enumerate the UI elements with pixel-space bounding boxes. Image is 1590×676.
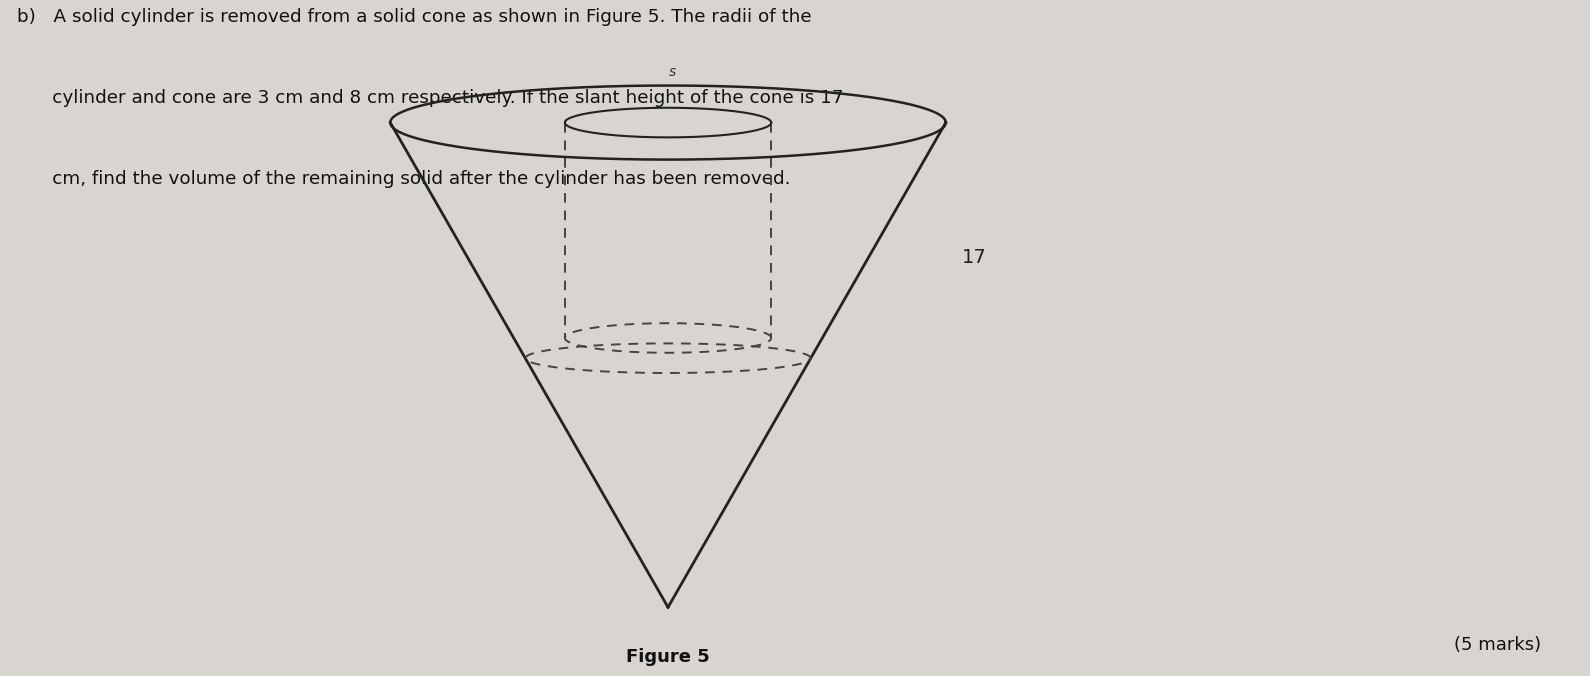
Text: (5 marks): (5 marks) bbox=[1453, 636, 1541, 654]
Text: s: s bbox=[669, 65, 676, 79]
Text: b)   A solid cylinder is removed from a solid cone as shown in Figure 5. The rad: b) A solid cylinder is removed from a so… bbox=[17, 8, 812, 26]
Text: cylinder and cone are 3 cm and 8 cm respectively. If the slant height of the con: cylinder and cone are 3 cm and 8 cm resp… bbox=[17, 89, 844, 107]
Text: Figure 5: Figure 5 bbox=[626, 648, 709, 666]
Text: cm, find the volume of the remaining solid after the cylinder has been removed.: cm, find the volume of the remaining sol… bbox=[17, 170, 790, 188]
Text: 17: 17 bbox=[962, 247, 986, 267]
